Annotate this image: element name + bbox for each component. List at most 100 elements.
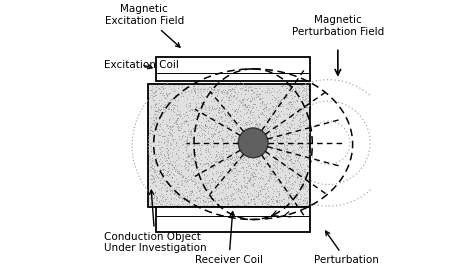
Point (161, 196, 169, 201)
Point (248, 88, 255, 92)
Point (191, 116, 199, 120)
Point (229, 100, 237, 104)
Point (235, 120, 242, 124)
Point (217, 124, 225, 128)
Point (162, 189, 170, 194)
Point (304, 105, 311, 109)
Point (273, 193, 280, 198)
Point (166, 202, 174, 206)
Point (152, 151, 160, 156)
Point (156, 122, 164, 126)
Point (238, 149, 246, 154)
Point (243, 104, 251, 108)
Point (181, 179, 188, 183)
Point (263, 195, 270, 200)
Point (184, 153, 192, 158)
Point (226, 167, 234, 171)
Point (282, 175, 289, 179)
Point (227, 157, 235, 161)
Point (291, 107, 299, 111)
Point (166, 131, 173, 136)
Point (164, 148, 172, 152)
Point (157, 188, 164, 192)
Point (238, 122, 246, 126)
Point (196, 114, 203, 118)
Point (268, 170, 275, 175)
Point (290, 195, 298, 199)
Point (299, 198, 307, 202)
Point (235, 141, 242, 146)
Point (172, 189, 179, 194)
Point (164, 150, 171, 155)
Point (232, 168, 239, 173)
Point (276, 89, 283, 94)
Point (189, 126, 197, 131)
Point (157, 109, 165, 114)
Point (246, 108, 254, 113)
Point (182, 129, 189, 133)
Point (275, 200, 283, 204)
Point (207, 125, 215, 130)
Point (208, 115, 216, 120)
Point (274, 155, 282, 159)
Point (301, 178, 308, 183)
Point (182, 194, 189, 198)
Point (153, 127, 160, 131)
Point (284, 151, 292, 156)
Point (173, 93, 180, 97)
Point (240, 95, 247, 100)
Point (251, 170, 258, 175)
Point (229, 157, 237, 162)
Point (182, 138, 189, 142)
Point (180, 193, 187, 197)
Point (262, 130, 270, 135)
Point (168, 175, 176, 179)
Point (254, 194, 261, 199)
Point (249, 174, 257, 179)
Point (283, 155, 290, 160)
Point (228, 97, 235, 102)
Point (221, 117, 228, 122)
Point (259, 176, 267, 181)
Point (235, 134, 242, 138)
Point (170, 191, 177, 195)
Point (247, 121, 255, 126)
Point (303, 130, 311, 135)
Point (158, 145, 165, 150)
Point (301, 170, 309, 174)
Point (247, 121, 255, 126)
Point (278, 96, 285, 101)
Point (271, 179, 279, 183)
Point (241, 184, 248, 188)
Point (240, 122, 248, 127)
Point (171, 191, 179, 195)
Point (292, 98, 300, 102)
Point (265, 167, 273, 172)
Point (215, 87, 223, 91)
Point (295, 151, 303, 155)
Point (287, 102, 295, 106)
Point (265, 91, 273, 95)
Point (239, 199, 246, 203)
Point (201, 194, 208, 198)
Point (252, 173, 259, 178)
Point (247, 153, 255, 158)
Point (259, 154, 267, 158)
Point (199, 193, 207, 198)
Point (157, 109, 164, 114)
Point (165, 117, 173, 121)
Point (280, 197, 287, 202)
Point (267, 124, 274, 128)
Point (174, 155, 182, 160)
Point (160, 136, 168, 141)
Point (248, 141, 255, 145)
Point (191, 198, 199, 202)
Point (295, 106, 302, 110)
Point (182, 104, 190, 109)
Point (218, 123, 225, 127)
Point (244, 194, 252, 199)
Point (153, 173, 161, 178)
Point (151, 190, 159, 195)
Point (288, 186, 295, 190)
Point (223, 128, 231, 133)
